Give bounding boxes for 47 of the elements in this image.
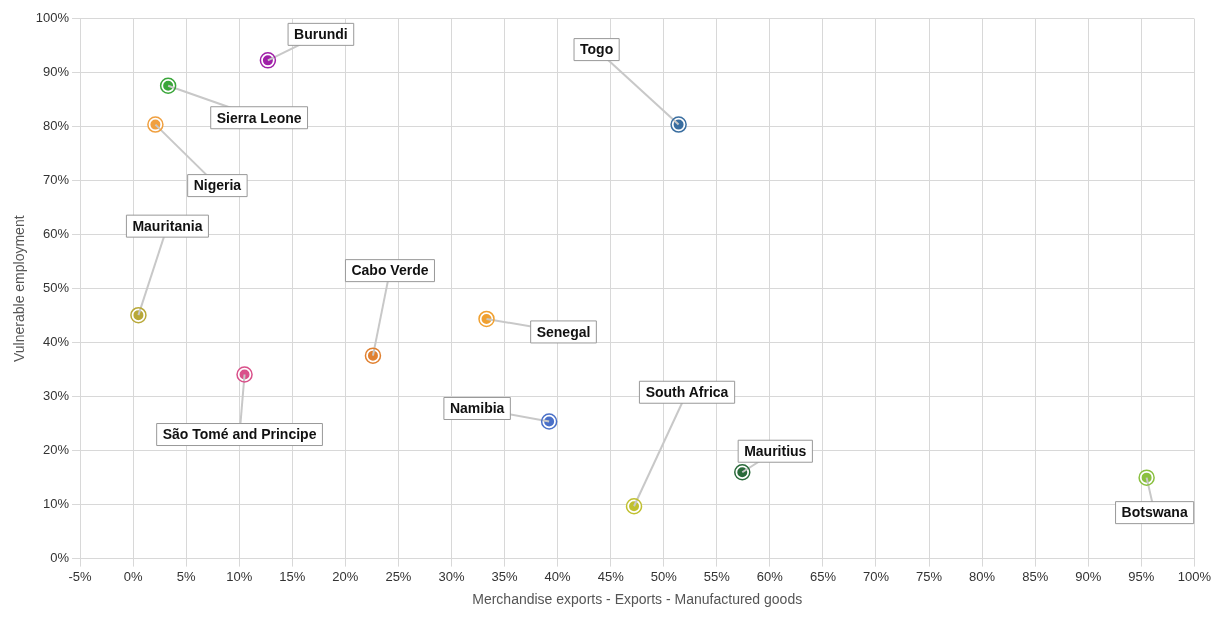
y-tick-label: 100% — [35, 10, 70, 26]
y-tick-label: 50% — [43, 280, 70, 296]
x-tick-label: 65% — [809, 568, 837, 584]
annotation: Namibia — [449, 400, 505, 417]
x-tick-label: 70% — [862, 568, 890, 584]
x-tick-label: 30% — [438, 568, 465, 584]
y-tick-label: 0% — [50, 550, 70, 566]
x-tick-label: 20% — [332, 568, 359, 584]
x-tick-label: 40% — [544, 568, 572, 584]
x-tick-label: 95% — [1128, 568, 1155, 584]
y-tick-label: 10% — [43, 496, 70, 512]
annotation: Cabo Verde — [351, 262, 429, 279]
y-tick-label: 60% — [43, 226, 70, 242]
annotation: Nigeria — [193, 177, 242, 194]
x-tick-label: 5% — [176, 568, 197, 584]
y-tick-label: 80% — [43, 118, 70, 134]
x-tick-label: 10% — [226, 568, 253, 584]
y-tick-label: 30% — [43, 388, 70, 404]
y-tick-label: 20% — [43, 442, 70, 458]
x-tick-label: 75% — [916, 568, 943, 584]
y-tick-label: 90% — [43, 64, 70, 80]
x-tick-label: 15% — [279, 568, 306, 584]
x-tick-label: 60% — [756, 568, 784, 584]
x-tick-label: 50% — [650, 568, 678, 584]
x-tick-label: -5% — [68, 568, 93, 584]
annotation: Botswana — [1121, 504, 1188, 521]
y-tick-label: 70% — [43, 172, 70, 188]
x-tick-label: 25% — [385, 568, 412, 584]
x-tick-label: 90% — [1075, 568, 1102, 584]
y-axis-title: Vulnerable employment — [11, 215, 28, 362]
x-tick-label: 85% — [1022, 568, 1049, 584]
annotation: Sierra Leone — [216, 109, 302, 126]
annotation: Mauritania — [132, 218, 203, 235]
annotation: Senegal — [536, 323, 591, 340]
x-tick-label: 80% — [969, 568, 996, 584]
annotation: South Africa — [645, 384, 729, 401]
annotation: São Tomé and Principe — [162, 426, 317, 443]
x-tick-label: 45% — [597, 568, 625, 584]
x-axis-title: Merchandise exports - Exports - Manufactured goods — [472, 591, 803, 608]
x-tick-label: 100% — [1177, 568, 1212, 584]
x-tick-label: 0% — [123, 568, 143, 584]
annotation: Togo — [580, 41, 614, 58]
x-tick-label: 55% — [703, 568, 731, 584]
annotation: Burundi — [294, 26, 348, 43]
y-tick-label: 40% — [43, 334, 70, 350]
annotation: Mauritius — [744, 443, 807, 460]
x-tick-label: 35% — [491, 568, 518, 584]
